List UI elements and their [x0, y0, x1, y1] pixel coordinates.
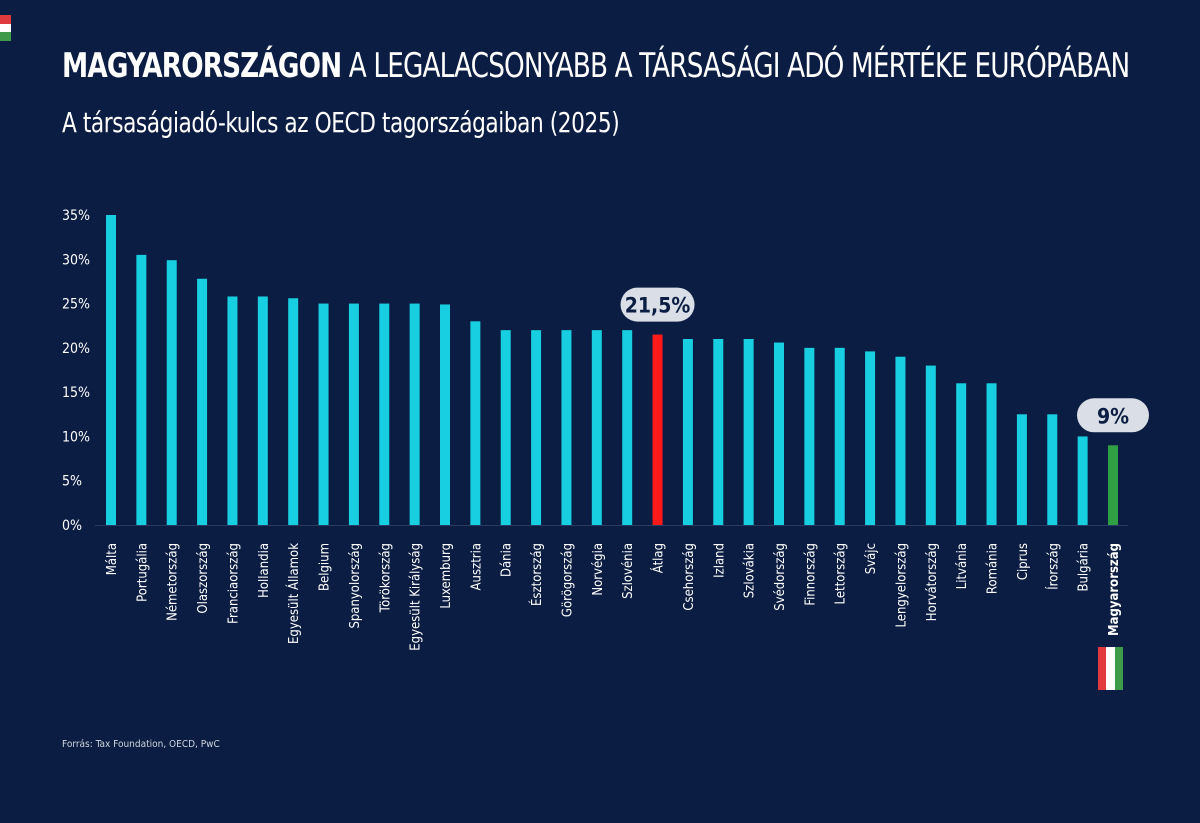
x-tick-label: Litvánia [955, 543, 970, 589]
x-tick-label: Málta [105, 543, 120, 575]
x-tick-label: Lengyelország [894, 543, 909, 627]
x-tick-label: Hollandia [257, 543, 272, 598]
bar-észtország [531, 330, 542, 525]
callout-badge [620, 287, 695, 322]
x-tick-label: Csehország [682, 543, 697, 611]
y-tick-label: 35% [62, 208, 90, 224]
x-tick-label: Törökország [378, 543, 393, 613]
title-rest: A LEGALACSONYABB A TÁRSASÁGI ADÓ MÉRTÉKE… [341, 46, 1130, 86]
y-tick-label: 10% [62, 429, 90, 445]
bar-törökország [379, 303, 390, 525]
x-tick-label: Olaszország [196, 543, 211, 614]
bar-horvátország [925, 365, 936, 525]
bar-lettország [834, 347, 845, 525]
bar-svédország [774, 342, 784, 525]
bar-egyesült-államok [288, 298, 299, 525]
chart-subtitle: A társaságiadó-kulcs az OECD tagországai… [62, 106, 620, 139]
y-tick-label: 25% [62, 297, 90, 313]
bar-szlovénia [622, 330, 633, 525]
x-tick-label: Szlovénia [621, 543, 636, 599]
y-tick-label: 30% [62, 252, 90, 268]
bar-belgium [318, 303, 329, 525]
bar-svájc [865, 351, 876, 525]
x-tick-label: Luxemburg [439, 543, 454, 609]
bar-málta [106, 215, 116, 525]
bar-ausztria [470, 321, 481, 525]
x-tick-label: Svédország [773, 543, 788, 611]
x-tick-label: Egyesült Államok [286, 543, 302, 644]
bar-írország [1047, 414, 1058, 525]
bar-norvégia [591, 330, 602, 525]
bar-lengyelország [895, 356, 906, 525]
bar-egyesült-királyság [409, 303, 420, 525]
x-tick-label: Görögország [560, 543, 575, 617]
bar-olaszország [197, 278, 208, 525]
bar-spanyolország [348, 303, 359, 525]
x-tick-label: Egyesült Királyság [409, 543, 424, 651]
y-tick-label: 15% [62, 385, 90, 401]
x-tick-label: Dánia [500, 543, 515, 577]
x-tick-label: Portugália [135, 543, 150, 602]
x-tick-label: Spanyolország [348, 543, 363, 629]
x-tick-label: Lettország [834, 543, 849, 604]
x-tick-label: Belgium [318, 543, 333, 591]
bar-izland [713, 339, 724, 525]
bar-franciaország [227, 296, 238, 525]
x-tick-label: Magyarország [1107, 543, 1122, 636]
x-tick-label: Románia [986, 543, 1001, 594]
bar-csehország [682, 339, 693, 525]
x-tick-label: Izland [712, 543, 727, 578]
x-tick-label: Észtország [529, 543, 545, 606]
bar-ciprus [1016, 414, 1027, 525]
x-tick-label: Norvégia [591, 543, 606, 596]
x-tick-label: Írország [1045, 543, 1061, 590]
bar-litvánia [956, 383, 967, 525]
x-tick-label: Finnország [803, 543, 818, 606]
x-tick-label: Horvátország [925, 543, 940, 621]
bar-németország [166, 260, 177, 525]
x-tick-label: Bulgária [1077, 543, 1092, 592]
x-tick-label: Franciaország [226, 543, 241, 624]
bar-magyarország [1108, 445, 1118, 525]
bar-szlovákia [743, 339, 754, 525]
bar-finnország [804, 347, 815, 525]
bar-átlag [652, 334, 663, 525]
source-note: Forrás: Tax Foundation, OECD, PwC [62, 739, 220, 750]
bar-portugália [136, 254, 147, 525]
bar-románia [986, 383, 997, 525]
x-tick-label: Ciprus [1016, 543, 1031, 580]
chart-title: MAGYARORSZÁGON A LEGALACSONYABB A TÁRSAS… [62, 46, 1130, 86]
y-tick-label: 0% [62, 518, 82, 534]
bar-hollandia [257, 296, 268, 525]
bar-bulgária [1077, 436, 1088, 525]
x-tick-label: Németország [166, 543, 181, 621]
callout-label: 9% [1097, 404, 1129, 428]
bar-dánia [500, 330, 511, 525]
x-tick-label: Átlag [651, 543, 667, 573]
hungarian-flag-icon [0, 15, 11, 42]
y-tick-label: 5% [62, 474, 82, 490]
callout-label: 21,5% [625, 294, 691, 318]
callout-badge [1077, 398, 1149, 433]
bar-görögország [561, 330, 572, 525]
hungarian-flag-icon [1098, 647, 1123, 690]
y-tick-label: 20% [62, 341, 90, 357]
x-tick-label: Ausztria [469, 543, 484, 590]
bar-luxemburg [440, 304, 450, 525]
x-tick-label: Szlovákia [743, 543, 758, 598]
x-tick-label: Svájc [864, 543, 879, 574]
title-bold: MAGYARORSZÁGON [62, 46, 342, 86]
